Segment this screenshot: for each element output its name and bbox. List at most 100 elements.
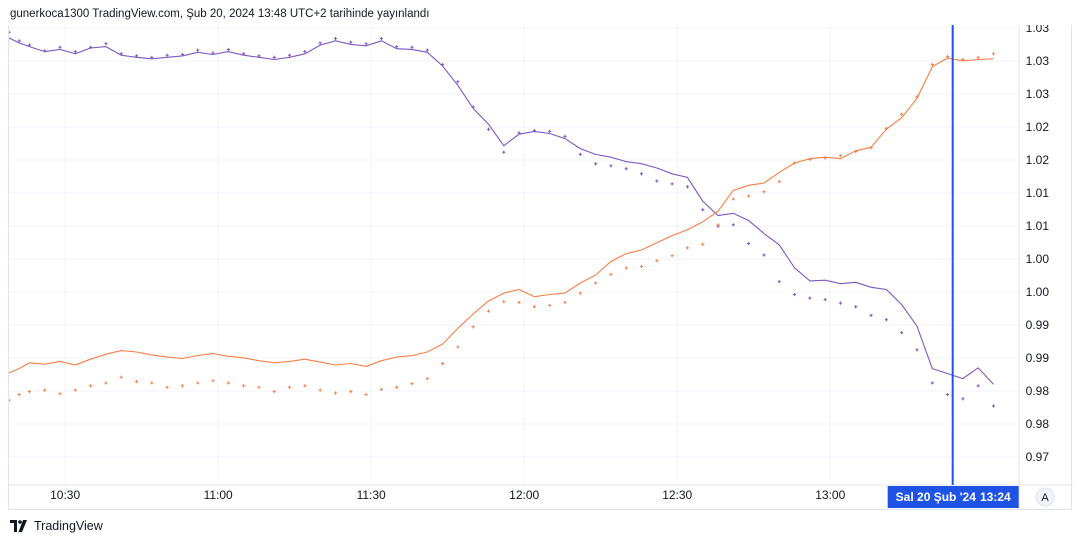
orange-data-point	[364, 392, 368, 397]
orange-data-point	[624, 266, 628, 270]
orange-series-line	[9, 57, 994, 374]
orange-data-point	[89, 384, 93, 388]
orange-data-point	[731, 197, 735, 201]
orange-data-point	[318, 388, 322, 392]
price-chart[interactable]: 1.03 1.03 1.03 1.02 1.02 1.01 1.01 1.00 1.00 0.99…	[9, 25, 1073, 510]
purple-data-point	[27, 43, 32, 47]
purple-data-point	[211, 51, 215, 55]
orange-data-point	[945, 55, 950, 59]
purple-data-point	[272, 55, 276, 59]
orange-data-point	[685, 246, 690, 250]
y-tick-label: 1.03	[1026, 87, 1050, 101]
orange-data-point	[242, 384, 246, 388]
x-tick-label: 12:30	[662, 488, 692, 502]
purple-data-point	[287, 53, 292, 57]
purple-data-point	[747, 241, 751, 246]
orange-data-point	[701, 242, 705, 246]
purple-data-point	[440, 62, 445, 67]
purple-data-point	[976, 384, 980, 388]
x-tick-label: 12:00	[509, 488, 539, 502]
orange-data-point	[655, 259, 659, 263]
purple-data-point	[119, 52, 123, 56]
purple-data-point	[486, 127, 491, 131]
purple-data-point	[502, 150, 506, 154]
orange-data-point	[792, 161, 797, 165]
purple-data-point	[395, 44, 399, 49]
purple-data-point	[379, 37, 383, 41]
purple-data-point	[823, 297, 827, 302]
orange-data-point	[976, 55, 980, 59]
orange-data-point	[287, 385, 292, 389]
y-tick-label: 1.02	[1026, 120, 1050, 134]
publish-info: gunerkoca1300 TradingView.com, Şub 20, 2…	[10, 8, 430, 20]
orange-data-point	[272, 389, 276, 394]
orange-data-point	[838, 154, 843, 158]
orange-data-point	[456, 345, 460, 349]
orange-data-point	[119, 375, 123, 379]
orange-data-point	[303, 384, 307, 388]
crosshair-date-label: Sal 20 Şub '24	[896, 490, 977, 504]
purple-data-point	[655, 179, 659, 183]
orange-data-point	[471, 325, 475, 329]
orange-data-point	[808, 157, 812, 162]
auto-scale-button[interactable]	[1035, 487, 1055, 507]
orange-data-point	[823, 156, 827, 160]
orange-data-point	[150, 381, 154, 385]
orange-data-point	[257, 385, 261, 389]
purple-data-point	[456, 80, 460, 84]
purple-series-line	[9, 37, 994, 385]
orange-data-point	[762, 190, 766, 194]
chart-pane[interactable]: 1.03 1.03 1.03 1.02 1.02 1.01 1.01 1.00 1.00 0.99…	[8, 25, 1073, 510]
orange-data-point	[670, 254, 674, 258]
orange-data-point	[609, 272, 613, 277]
purple-data-point	[104, 42, 108, 46]
purple-data-point	[257, 54, 261, 58]
purple-data-point	[685, 185, 690, 189]
purple-data-point	[609, 164, 613, 168]
orange-data-point	[43, 388, 47, 392]
tradingview-footer[interactable]: TradingView	[10, 519, 103, 533]
orange-data-point	[73, 388, 77, 392]
purple-data-point	[364, 42, 368, 46]
purple-data-point	[73, 49, 77, 54]
purple-data-point	[869, 313, 873, 317]
auto-scale-label[interactable]: A	[1041, 492, 1049, 504]
orange-data-point	[502, 300, 506, 304]
x-tick-label: 11:30	[357, 488, 386, 502]
orange-data-point	[226, 381, 230, 385]
orange-data-point	[594, 281, 598, 285]
y-tick-label: 0.97	[1026, 450, 1050, 464]
x-tick-label: 11:00	[204, 488, 233, 502]
y-tick-label: 0.99	[1026, 318, 1050, 332]
orange-data-point	[532, 305, 537, 309]
purple-data-point	[333, 37, 338, 41]
orange-data-point	[180, 384, 185, 388]
purple-data-point	[945, 392, 950, 397]
purple-data-point	[624, 167, 628, 171]
orange-data-point	[440, 361, 445, 366]
purple-data-point	[425, 48, 429, 52]
orange-data-point	[395, 385, 399, 389]
x-tick-label: 10:30	[50, 488, 80, 502]
purple-data-point	[731, 223, 735, 227]
orange-data-point	[27, 389, 32, 394]
purple-data-point	[226, 47, 230, 52]
purple-data-point	[670, 182, 674, 186]
purple-data-point	[9, 30, 11, 34]
tradingview-brand: TradingView	[34, 519, 103, 533]
purple-data-point	[43, 49, 47, 53]
orange-data-point	[563, 300, 567, 305]
purple-data-point	[242, 52, 246, 56]
purple-data-point	[915, 348, 919, 352]
purple-data-point	[410, 45, 414, 49]
orange-data-point	[425, 377, 429, 381]
purple-data-point	[349, 40, 353, 44]
purple-data-point	[563, 134, 567, 139]
purple-data-point	[471, 105, 475, 109]
orange-data-point	[104, 381, 108, 385]
purple-data-point	[532, 129, 537, 133]
purple-data-point	[58, 45, 62, 49]
orange-data-point	[196, 381, 200, 385]
purple-data-point	[196, 48, 200, 52]
orange-data-point	[639, 264, 644, 269]
